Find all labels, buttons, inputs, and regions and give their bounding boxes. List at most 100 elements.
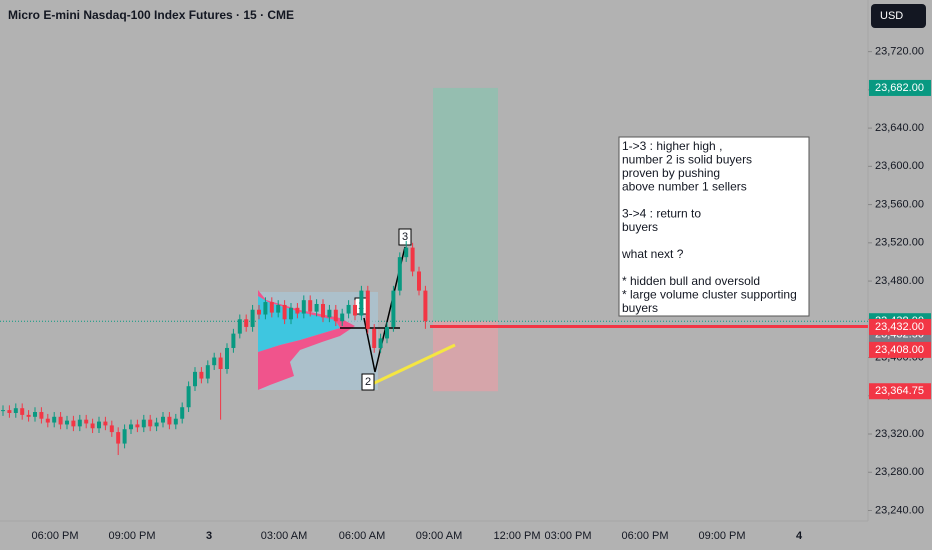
currency-label[interactable]: USD — [880, 10, 903, 22]
annotation-line: 3->4 : return to — [622, 207, 701, 221]
candle-body — [135, 424, 140, 428]
candle-body — [301, 300, 306, 314]
candle-body — [365, 290, 370, 329]
candle-body — [20, 408, 25, 415]
price-tag — [869, 79, 931, 96]
price-tag — [869, 318, 931, 335]
candle-body — [289, 307, 293, 320]
candle-body — [77, 419, 82, 427]
annotation-line: what next ? — [621, 247, 684, 261]
volume-profile-down — [258, 290, 355, 390]
candle-body — [167, 416, 172, 425]
candle-body — [417, 271, 421, 291]
x-tick-label: 3 — [206, 530, 212, 542]
candle-body — [52, 416, 57, 423]
candle-body — [161, 416, 165, 423]
price-tag-label: 23,408.00 — [875, 344, 924, 356]
x-tick-label: 09:00 PM — [698, 530, 745, 542]
currency-button[interactable] — [871, 4, 926, 28]
y-tick-label: 23,600.00 — [875, 160, 924, 172]
price-tag-label: 23,364.75 — [875, 385, 924, 397]
annotation-line: number 2 is solid buyers — [622, 153, 752, 167]
point-label: 3 — [398, 228, 412, 246]
candle-body — [26, 414, 31, 417]
x-tick-label: 12:00 PM — [493, 530, 540, 542]
candle-body — [103, 421, 108, 426]
y-tick-label: 23,520.00 — [875, 237, 924, 249]
trend-line — [369, 343, 456, 387]
candle-body — [269, 302, 274, 313]
candle-body — [7, 410, 12, 413]
candle-body — [33, 412, 37, 417]
candle-body — [257, 309, 261, 315]
candle-body — [244, 319, 249, 327]
x-tick-label: 03:00 PM — [544, 530, 591, 542]
x-tick-label: 06:00 AM — [339, 530, 385, 542]
swing-line — [363, 246, 406, 373]
y-tick-label: 23,240.00 — [875, 504, 924, 516]
point-label: 2 — [361, 373, 375, 391]
y-tick-label: 23,560.00 — [875, 198, 924, 210]
annotation-line: proven by pushing — [622, 166, 720, 180]
x-tick-label: 06:00 PM — [31, 530, 78, 542]
candle-body — [205, 365, 210, 379]
candle-body — [212, 357, 217, 366]
candle-body — [186, 386, 191, 408]
x-tick-label: 09:00 AM — [416, 530, 462, 542]
candle-body — [333, 309, 338, 322]
candle-body — [250, 309, 255, 327]
candle-body — [308, 300, 313, 312]
candle-body — [116, 432, 121, 444]
point-label-text: 3 — [402, 231, 408, 243]
candle-body — [148, 419, 153, 427]
annotation-line: buyers — [622, 301, 658, 315]
candle-body — [199, 371, 204, 379]
point-label-text: 2 — [365, 376, 371, 388]
price-tag — [869, 383, 931, 400]
y-tick-label: 23,640.00 — [875, 122, 924, 134]
candle-body — [13, 408, 18, 413]
candle-body — [404, 247, 409, 258]
candle-body — [263, 302, 268, 315]
background-layer — [0, 87, 868, 392]
candle-body — [353, 304, 357, 316]
y-tick-label: 23,280.00 — [875, 466, 924, 478]
candle-body — [225, 347, 229, 370]
candle-body — [154, 422, 159, 427]
candle-body — [321, 303, 325, 318]
candle-body — [276, 304, 281, 313]
candle-body — [173, 418, 178, 425]
x-tick-label: 06:00 PM — [621, 530, 668, 542]
y-tick-label: 23,320.00 — [875, 428, 924, 440]
candle-body — [237, 319, 242, 334]
chart-title: Micro E-mini Nasdaq-100 Index Futures · … — [8, 8, 294, 22]
candle-body — [423, 290, 428, 322]
candle-body — [391, 290, 396, 327]
candle-body — [314, 303, 319, 312]
candle-body — [180, 407, 185, 419]
candle-body — [410, 247, 415, 272]
candle-body — [122, 429, 127, 444]
candle-body — [282, 304, 287, 320]
annotation-line: 1->3 : higher high , — [622, 139, 722, 153]
x-tick-label: 4 — [796, 530, 803, 542]
candle-body — [84, 419, 89, 424]
candle-body — [346, 304, 351, 314]
candle-body — [295, 307, 300, 314]
candle-body — [71, 420, 76, 427]
candle-body — [58, 416, 63, 425]
candle-body — [231, 333, 236, 348]
candle-body — [39, 412, 44, 419]
price-tag-label: 23,432.00 — [875, 321, 924, 333]
candle-body — [141, 419, 146, 428]
candle-body — [372, 328, 377, 348]
annotation-box — [618, 136, 810, 317]
price-tag-label: 23,682.00 — [875, 82, 924, 94]
candle-body — [359, 290, 364, 316]
x-tick-label: 09:00 PM — [108, 530, 155, 542]
candle-body — [65, 420, 69, 425]
annotation-line: above number 1 sellers — [622, 180, 747, 194]
y-tick-label: 23,480.00 — [875, 275, 924, 287]
